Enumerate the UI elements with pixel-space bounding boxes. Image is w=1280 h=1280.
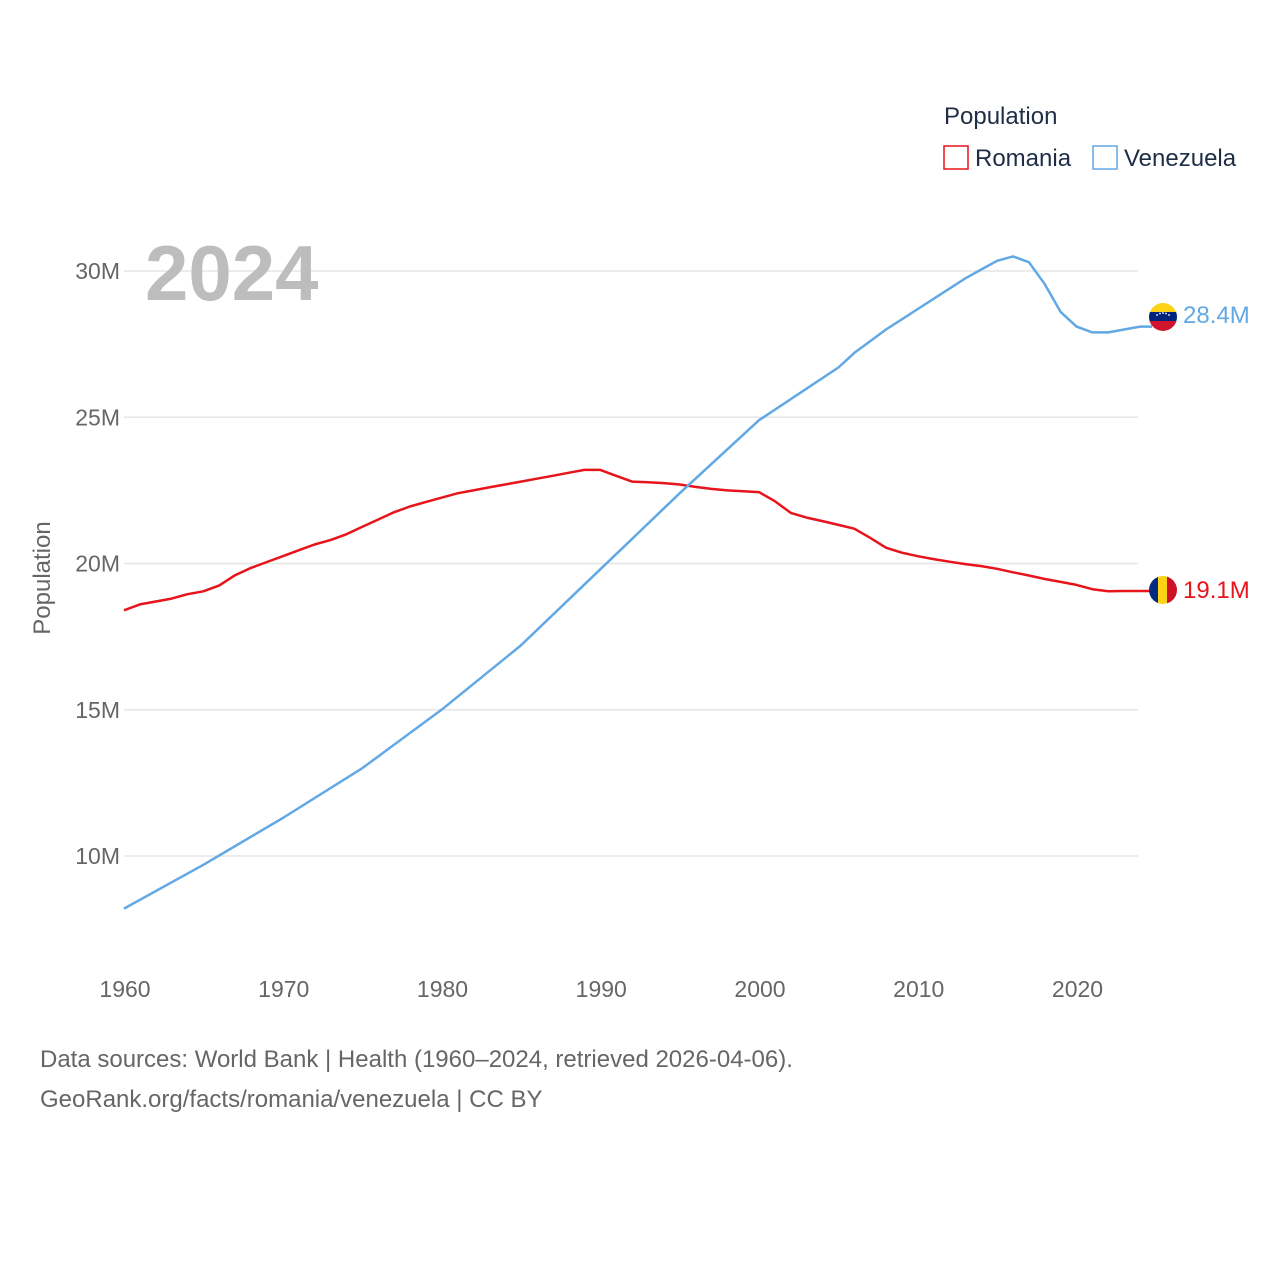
legend-swatch-romania: [943, 145, 969, 170]
x-tick-label: 1980: [417, 976, 468, 1002]
legend-item-romania[interactable]: Romania: [943, 145, 1072, 172]
legend-label-romania: Romania: [975, 145, 1072, 172]
y-tick-label: 25M: [75, 404, 120, 430]
source-line-1: Data sources: World Bank | Health (1960–…: [40, 1046, 793, 1073]
y-axis-label: Population: [29, 521, 56, 634]
end-label-romania: 19.1M: [1183, 577, 1250, 604]
legend-title: Population: [944, 103, 1057, 130]
x-tick-label: 2010: [893, 976, 944, 1002]
end-label-venezuela: 28.4M: [1183, 302, 1250, 329]
x-tick-label: 2020: [1052, 976, 1103, 1002]
source-line-2[interactable]: GeoRank.org/facts/romania/venezuela | CC…: [40, 1086, 543, 1113]
legend-label-venezuela: Venezuela: [1124, 145, 1237, 172]
x-axis-ticks: 1960 1970 1980 1990 2000 2010 2020: [99, 976, 1103, 1002]
legend: Population Romania Venezuela: [943, 103, 1237, 172]
venezuela-flag-icon: [1149, 303, 1177, 331]
year-label: 2024: [145, 229, 319, 317]
y-tick-label: 20M: [75, 551, 120, 577]
y-tick-label: 30M: [75, 258, 120, 284]
x-tick-label: 1960: [99, 976, 150, 1002]
x-tick-label: 2000: [734, 976, 785, 1002]
source-note: Data sources: World Bank | Health (1960–…: [40, 1040, 793, 1120]
x-tick-label: 1990: [576, 976, 627, 1002]
gridlines: [124, 270, 1138, 857]
series-lines: [123, 255, 1152, 910]
y-axis-ticks: 10M 15M 20M 25M 30M: [75, 258, 120, 869]
x-tick-label: 1970: [258, 976, 309, 1002]
y-tick-label: 10M: [75, 843, 120, 869]
series-line-romania[interactable]: [123, 468, 1152, 612]
y-tick-label: 15M: [75, 697, 120, 723]
legend-swatch-venezuela: [1092, 145, 1118, 170]
romania-flag-icon: [1149, 576, 1177, 604]
legend-item-venezuela[interactable]: Venezuela: [1092, 145, 1237, 172]
population-line-chart: 10M 15M 20M 25M 30M 1960 1970 1980 1990 2000 2010…: [29, 103, 1250, 1002]
series-line-venezuela[interactable]: [123, 255, 1152, 910]
